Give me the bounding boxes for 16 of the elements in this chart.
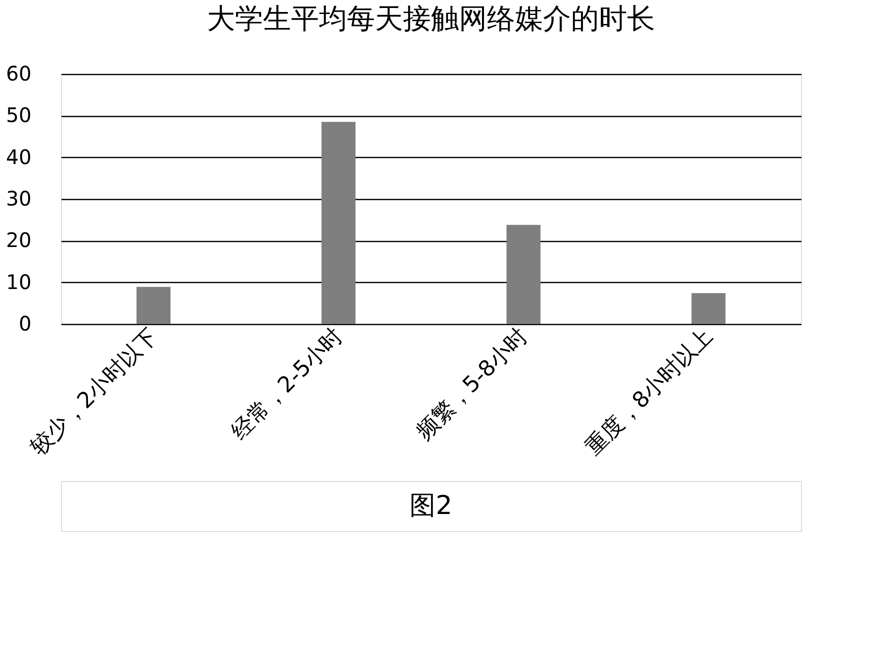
y-tick-label: 10 [6,270,32,294]
x-tick-label: 经常，2-5小时 [226,324,348,445]
chart-title: 大学生平均每天接触网络媒介的时长 [207,2,655,35]
bar [506,224,540,324]
bar [692,293,726,324]
y-tick-label: 40 [6,144,32,169]
x-tick-label: 重度，8小时以上 [581,324,718,460]
caption: 图2 [410,491,452,521]
x-tick-label: 频繁，5-8小时 [412,324,533,445]
y-tick-label: 60 [6,62,32,86]
bar [136,286,170,324]
y-tick-label: 30 [6,186,32,210]
y-tick-label: 0 [18,312,32,336]
bar [322,122,356,324]
y-tick-label: 50 [6,103,32,128]
y-tick-label: 20 [6,228,32,252]
